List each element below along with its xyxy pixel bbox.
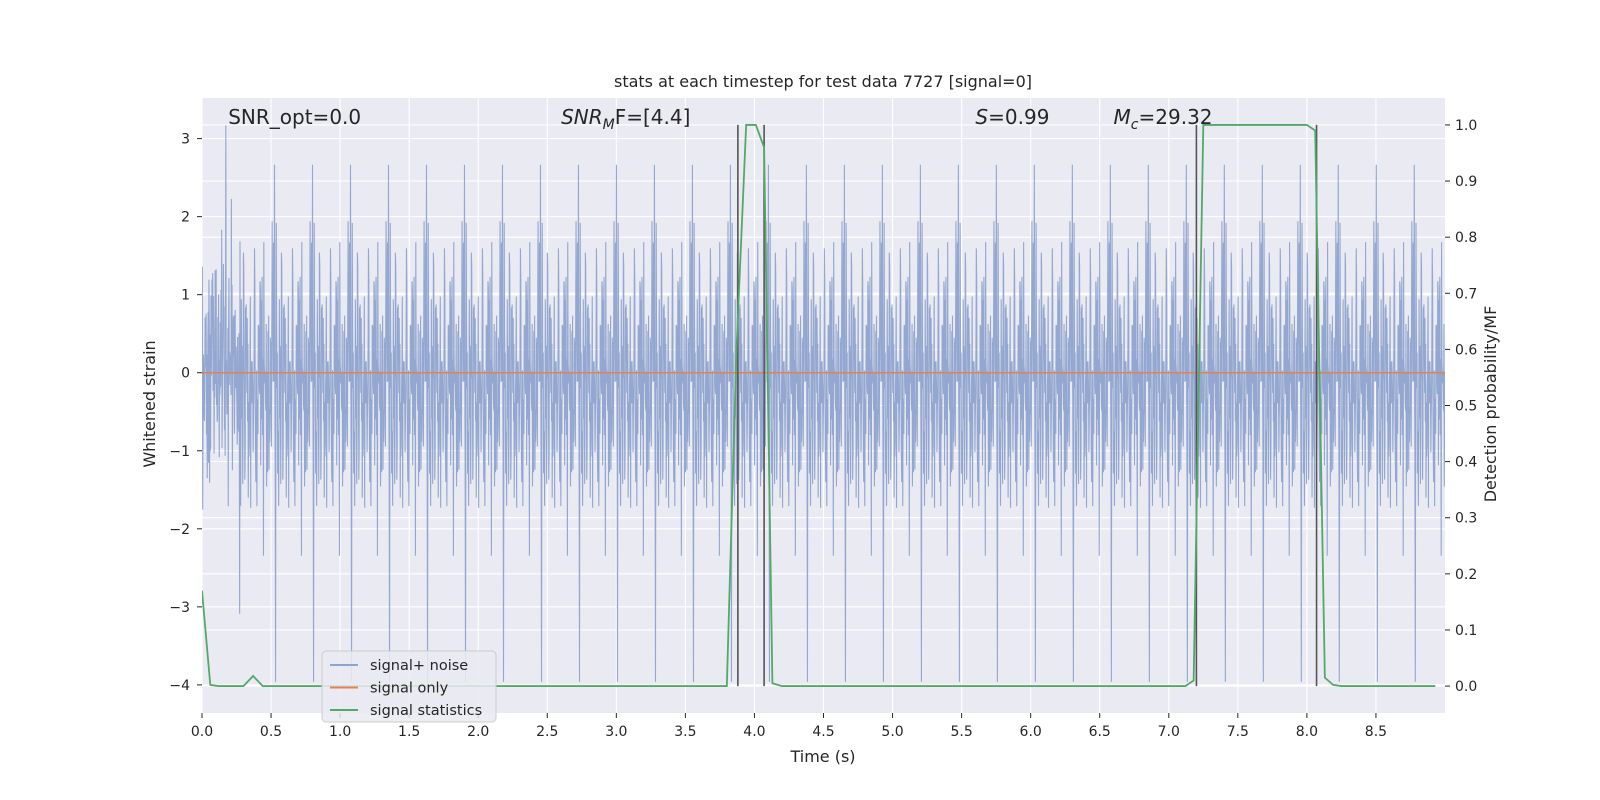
y2-tick-label: 0.2 [1455, 567, 1477, 583]
legend-label: signal+ noise [370, 658, 468, 674]
annotation-1: SNRMF=[4.4] [561, 105, 690, 133]
chart-title: stats at each timestep for test data 772… [614, 72, 1032, 91]
x-tick-label: 3.0 [605, 724, 627, 740]
legend-box [321, 650, 497, 723]
legend-label: signal statistics [370, 703, 482, 719]
x-axis-label: Time (s) [789, 747, 855, 766]
y-tick-label: 0 [181, 366, 190, 382]
y-tick-label: 3 [181, 132, 190, 148]
y2-tick-label: 0.6 [1455, 342, 1477, 358]
x-tick-label: 5.0 [881, 724, 903, 740]
y2-tick-label: 0.0 [1455, 679, 1477, 695]
y-tick-label: −4 [169, 678, 190, 694]
y-tick-label: 2 [181, 210, 190, 226]
series-line-signal-statistics [202, 124, 1436, 687]
legend-label: signal only [370, 681, 449, 697]
plot-series [202, 124, 1445, 687]
x-tick-label: 3.5 [674, 724, 696, 740]
x-tick-label: 6.5 [1089, 724, 1111, 740]
x-tick-label: 1.5 [398, 724, 420, 740]
x-tick-label: 4.5 [812, 724, 834, 740]
y-tick-label: −2 [169, 522, 190, 538]
x-tick-label: 7.0 [1158, 724, 1180, 740]
x-tick-label: 8.5 [1365, 724, 1387, 740]
y2-tick-label: 0.3 [1455, 511, 1477, 527]
y-tick-label: −1 [169, 444, 190, 460]
series-line-signal-noise [202, 125, 1445, 682]
y-tick-label: 1 [181, 288, 190, 304]
y-axis-label: Whitened strain [140, 340, 159, 467]
y2-tick-label: 0.7 [1455, 286, 1477, 302]
y2-tick-label: 0.4 [1455, 455, 1477, 471]
y-tick-label: −3 [169, 600, 190, 616]
y2-tick-label: 1.0 [1455, 118, 1477, 134]
y2-tick-label: 0.9 [1455, 174, 1477, 190]
x-tick-label: 1.0 [329, 724, 351, 740]
x-tick-label: 6.0 [1020, 724, 1042, 740]
annotation-2: S=0.99 [975, 105, 1049, 129]
x-tick-label: 7.5 [1227, 724, 1249, 740]
x-tick-label: 2.0 [467, 724, 489, 740]
x-tick-label: 8.0 [1296, 724, 1318, 740]
annotation-3: Mc=29.32 [1114, 105, 1213, 133]
y2-tick-label: 0.1 [1455, 623, 1477, 639]
y2-tick-label: 0.8 [1455, 230, 1477, 246]
y2-tick-label: 0.5 [1455, 399, 1477, 415]
x-tick-label: 5.5 [950, 724, 972, 740]
x-tick-label: 2.5 [536, 724, 558, 740]
annotation-0: SNR_opt=0.0 [228, 105, 361, 129]
x-tick-label: 0.5 [260, 724, 282, 740]
y2-axis-label: Detection probability/MF [1481, 306, 1500, 503]
x-tick-label: 4.0 [743, 724, 765, 740]
x-tick-label: 0.0 [191, 724, 213, 740]
